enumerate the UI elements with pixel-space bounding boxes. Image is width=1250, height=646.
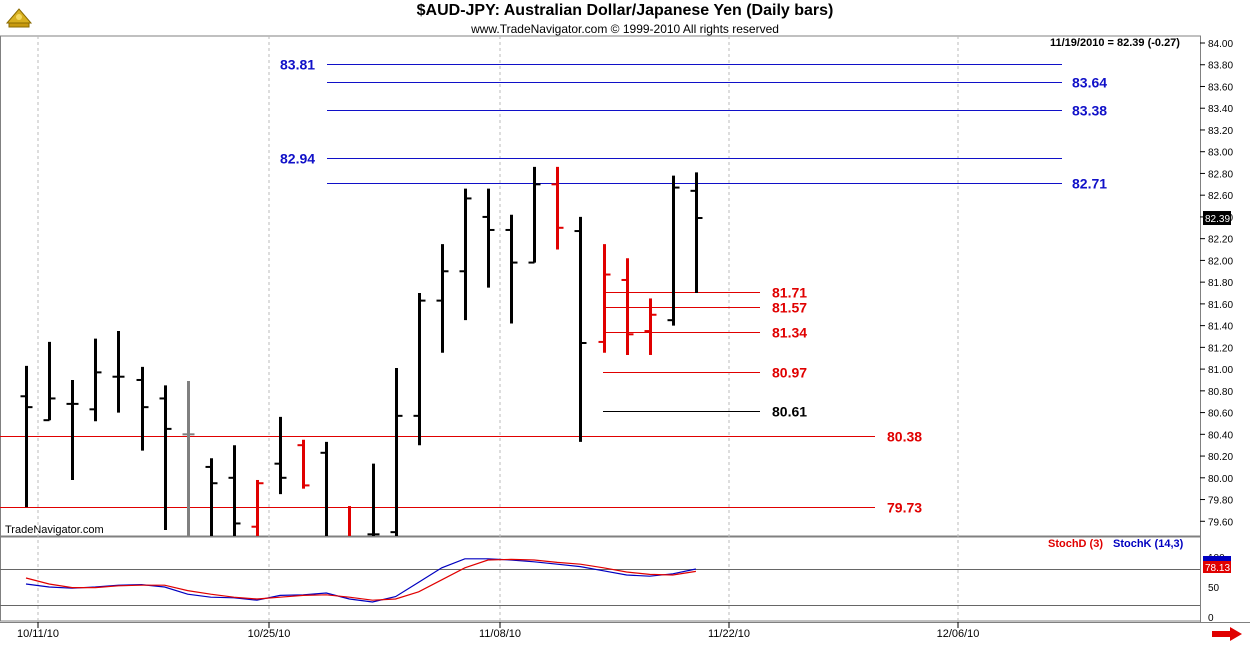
price-tick-label: 82.60 [1208,191,1233,202]
level-label: 83.64 [1072,75,1107,91]
level-label: 83.38 [1072,103,1107,119]
date-tick-label: 10/25/10 [248,628,291,640]
price-tick-label: 81.40 [1208,322,1233,333]
chart-grid [0,35,1250,623]
price-tick-label: 81.60 [1208,300,1233,311]
price-tick-label: 84.00 [1208,39,1233,50]
stoch-d-legend: StochD (3) [1048,538,1103,550]
watermark-text: TradeNavigator.com [5,524,104,536]
price-tick-label: 79.60 [1208,517,1233,528]
level-label: 80.38 [887,429,922,445]
price-tick-label: 80.20 [1208,452,1233,463]
price-tick-label: 79.80 [1208,496,1233,507]
price-axis: 84.00 83.80 83.60 83.40 83.20 83.00 82.80 82.60… [1200,39,1233,528]
level-label: 80.61 [772,404,807,420]
level-label: 82.71 [1072,176,1107,192]
price-tick-label: 82.20 [1208,235,1233,246]
price-tick-label: 83.60 [1208,82,1233,93]
chart-subtitle: www.TradeNavigator.com © 1999-2010 All r… [471,22,779,36]
price-tick-label: 80.80 [1208,387,1233,398]
tradenavigator-logo-icon[interactable] [3,3,35,40]
scroll-right-arrow-icon[interactable] [1212,627,1242,646]
level-label: 81.57 [772,300,807,316]
price-tick-label: 83.20 [1208,126,1233,137]
price-tick-label: 82.00 [1208,256,1233,267]
level-label: 80.97 [772,365,807,381]
level-label: 81.71 [772,285,807,301]
date-tick-label: 12/06/10 [937,628,980,640]
price-tick-label: 80.40 [1208,430,1233,441]
ohlc-bars [20,166,703,536]
level-label: 81.34 [772,325,807,341]
stoch-k-legend: StochK (14,3) [1113,538,1184,550]
price-tick-label: 83.40 [1208,104,1233,115]
chart-title: $AUD-JPY: Australian Dollar/Japanese Yen… [416,2,834,19]
date-tick-label: 10/11/10 [17,628,59,640]
price-tick-label: 80.00 [1208,474,1233,485]
last-price-label: 82.39 [1205,214,1230,225]
level-label: 82.94 [280,151,315,167]
price-tick-label: 81.80 [1208,278,1233,289]
stoch-last-value: 78.13 [1205,563,1230,574]
last-quote-readout: 11/19/2010 = 82.39 (-0.27) [1050,37,1180,49]
price-tick-label: 82.80 [1208,169,1233,180]
stoch-tick-label: 50 [1208,583,1220,594]
date-tick-label: 11/22/10 [708,628,750,640]
level-label: 83.81 [280,57,315,73]
date-axis: 10/11/10 10/25/10 11/08/10 11/22/10 12/06/10 [17,622,979,640]
stochastic-panel: 10050078.13 [0,553,1231,624]
stoch-k-line [25,558,697,603]
price-tick-label: 81.20 [1208,343,1233,354]
level-label: 79.73 [887,500,922,516]
stoch-tick-label: 0 [1208,613,1214,624]
price-tick-label: 81.00 [1208,365,1233,376]
price-tick-label: 80.60 [1208,409,1233,420]
price-tick-label: 83.80 [1208,61,1233,72]
date-tick-label: 11/08/10 [479,628,521,640]
stoch-d-line [25,558,696,601]
price-tick-label: 83.00 [1208,148,1233,159]
